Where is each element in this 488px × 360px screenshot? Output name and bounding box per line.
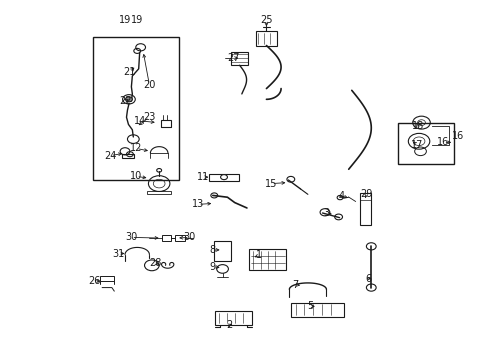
Bar	[93, 37, 178, 180]
Text: 30: 30	[183, 232, 196, 242]
Bar	[215, 311, 251, 325]
Bar	[209, 174, 238, 181]
Bar	[213, 241, 231, 261]
Text: 2: 2	[225, 320, 231, 330]
Bar	[160, 120, 171, 127]
Text: 5: 5	[306, 301, 313, 311]
Text: 10: 10	[130, 171, 142, 181]
Text: 27: 27	[227, 53, 240, 63]
Text: 3: 3	[323, 208, 329, 218]
Text: 17: 17	[410, 140, 423, 150]
Text: 31: 31	[112, 248, 124, 258]
Text: 12: 12	[130, 143, 142, 153]
Text: 16: 16	[451, 131, 463, 140]
Text: 11: 11	[197, 172, 209, 182]
Text: 6: 6	[365, 274, 371, 284]
Text: 18: 18	[410, 121, 423, 131]
Text: 8: 8	[209, 245, 215, 255]
Text: 16: 16	[436, 138, 448, 147]
Text: 25: 25	[260, 15, 272, 26]
Text: 4: 4	[338, 191, 345, 201]
Bar	[397, 123, 453, 164]
Circle shape	[220, 175, 227, 180]
Text: 19: 19	[131, 15, 143, 26]
Bar	[230, 51, 248, 65]
Bar	[100, 276, 114, 281]
Text: 23: 23	[143, 112, 155, 122]
Circle shape	[125, 97, 132, 102]
Bar	[122, 154, 134, 158]
Text: 29: 29	[360, 189, 372, 199]
Text: 9: 9	[209, 262, 215, 272]
Text: 28: 28	[149, 258, 162, 268]
Text: 1: 1	[256, 250, 262, 260]
Bar	[161, 235, 171, 241]
Bar	[147, 191, 171, 194]
Text: 22: 22	[119, 96, 131, 106]
Text: 24: 24	[104, 150, 116, 161]
Text: 14: 14	[133, 116, 145, 126]
Text: 20: 20	[143, 80, 155, 90]
Bar	[249, 249, 285, 270]
Bar	[359, 193, 370, 225]
Text: 7: 7	[292, 280, 298, 290]
Bar	[255, 31, 277, 45]
Text: 26: 26	[88, 276, 101, 286]
Text: 15: 15	[264, 179, 277, 189]
Text: 30: 30	[125, 232, 137, 242]
Text: 13: 13	[192, 199, 204, 210]
Text: 19: 19	[119, 15, 131, 26]
Text: 21: 21	[123, 67, 136, 77]
Bar	[290, 303, 344, 317]
Bar	[175, 235, 184, 241]
